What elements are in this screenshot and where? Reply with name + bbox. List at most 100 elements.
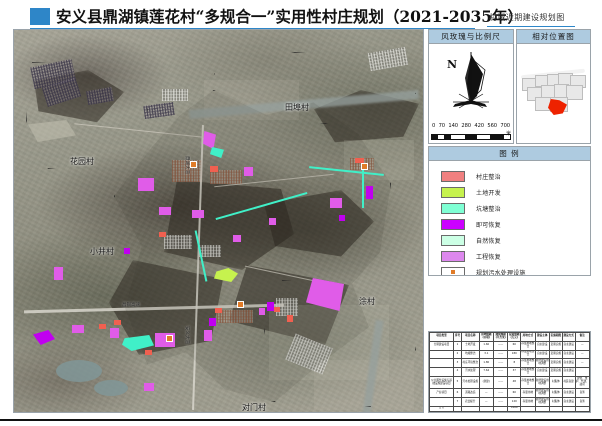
village-improvement-polygon[interactable]: [159, 232, 166, 237]
village-improvement-polygon[interactable]: [215, 308, 222, 313]
table-cell: 合计: [429, 405, 454, 413]
village-improvement-polygon[interactable]: [355, 158, 364, 163]
table-row: 产业项目 6 道路改造 — —— 60 存量用地 新增建设用地调整 村集体 自主建设 自筹: [429, 388, 591, 399]
restoration-polygon[interactable]: [209, 318, 216, 326]
table-header-cell: 建筑规模(平方米): [492, 332, 509, 342]
village-improvement-polygon[interactable]: [287, 315, 293, 322]
legend-item-label: 工程恢复: [476, 253, 501, 261]
table-cell: [429, 367, 454, 377]
windrose-scale-card: 风玫瑰与比例尺 N 0 70 140 280 420: [428, 29, 514, 144]
table-cell: 建管、维护、代建、政府: [574, 375, 591, 390]
restoration-polygon[interactable]: [124, 248, 130, 254]
map-label-huayuancun: 花园村: [70, 157, 94, 166]
table-cell: [461, 405, 480, 413]
table-cell: 村集体: [548, 397, 563, 407]
table-cell: 3: [453, 358, 462, 369]
village-cluster: [199, 245, 221, 257]
legend-swatch: [441, 250, 465, 262]
legend-swatch: [441, 186, 465, 198]
table-cell: 自主建设: [561, 358, 576, 369]
legend-item-village-improvement[interactable]: 村庄整治: [441, 168, 590, 184]
table-cell: 污水处理: [461, 367, 480, 377]
legend-item-immediate-restoration[interactable]: 即可恢复: [441, 216, 590, 232]
village-improvement-polygon[interactable]: [99, 324, 106, 329]
legend-item-label: 规划污水处理设施: [476, 269, 526, 276]
restoration-polygon[interactable]: [203, 131, 216, 149]
legend-card: 图 例 村庄整治 土地开发 坑塘整治 即可恢复: [428, 146, 591, 276]
sewage-facility-marker[interactable]: [361, 163, 368, 170]
table-cell: ——: [492, 358, 509, 369]
legend-item-land-development[interactable]: 土地开发: [441, 184, 590, 200]
table-cell: 存量用地整合: [520, 358, 536, 369]
table-cell: 自主建设: [534, 367, 550, 377]
legend-swatch: [441, 170, 465, 182]
table-cell: [429, 397, 454, 407]
land-development-polygon[interactable]: [214, 268, 238, 282]
table-cell: —: [478, 388, 494, 399]
table-cell: 60: [507, 340, 522, 351]
restoration-polygon[interactable]: [244, 167, 253, 176]
legend-item-engineering-restoration[interactable]: 工程恢复: [441, 248, 590, 264]
restoration-polygon[interactable]: [269, 218, 276, 225]
restoration-polygon[interactable]: [259, 308, 265, 315]
restoration-polygon[interactable]: [159, 207, 171, 215]
scale-tick: 280: [461, 123, 471, 129]
restoration-polygon[interactable]: [233, 235, 241, 242]
restoration-polygon[interactable]: [144, 383, 154, 391]
locator-card-title: 相对位置图: [517, 30, 590, 44]
map-panel[interactable]: 田埠村 花园村 小井村 涂村 对门村 昌铜高速 安义大道 鼎湖大道: [13, 29, 424, 413]
legend-item-natural-restoration[interactable]: 自然恢复: [441, 232, 590, 248]
legend-item-label: 坑塘整治: [476, 205, 501, 213]
locator-highlight-village[interactable]: [548, 99, 567, 115]
table-cell: 村民自建: [561, 375, 576, 390]
sewage-facility-marker[interactable]: [166, 335, 173, 342]
legend-swatch: [441, 218, 465, 230]
village-improvement-polygon[interactable]: [114, 320, 121, 325]
legend-item-sewage-facility[interactable]: 规划污水处理设施: [441, 264, 590, 275]
table-cell: 1888: [507, 405, 522, 413]
table-cell: 7: [453, 397, 462, 407]
pond-improvement-polygon[interactable]: [210, 147, 224, 158]
restoration-polygon[interactable]: [54, 267, 63, 280]
restoration-polygon[interactable]: [267, 302, 274, 311]
table-cell: 1.80: [478, 358, 494, 369]
table-cell: [548, 405, 563, 413]
sewage-facility-marker[interactable]: [237, 301, 244, 308]
village-improvement-polygon[interactable]: [210, 166, 218, 172]
sewage-facility-marker[interactable]: [190, 161, 197, 168]
table-cell: 自主建设: [534, 340, 550, 351]
village-improvement-polygon[interactable]: [145, 350, 152, 355]
table-cell: ——: [492, 340, 509, 351]
table-header-row: 项目类型 序号 项目名称 用地规模(公顷) 建筑规模(平方米) 投资规模(万元) 用地方式建…: [429, 332, 591, 342]
sewage-facility-icon: [450, 269, 456, 275]
table-cell: 3.1: [478, 349, 494, 360]
pond-improvement-polygon[interactable]: [122, 335, 154, 351]
restoration-polygon[interactable]: [204, 330, 212, 341]
legend-item-pond-improvement[interactable]: 坑塘整治: [441, 200, 590, 216]
scale-tick: 560: [487, 123, 497, 129]
restoration-polygon[interactable]: [192, 210, 204, 218]
table-cell: [478, 405, 494, 413]
legend-item-label: 土地开发: [476, 189, 501, 197]
restoration-polygon[interactable]: [110, 328, 119, 338]
restoration-polygon[interactable]: [339, 215, 345, 221]
scale-tick: 140: [448, 123, 458, 129]
table-cell: 农田提升: [461, 397, 480, 407]
locator-card-body[interactable]: [517, 44, 590, 143]
map-canvas[interactable]: 田埠村 花园村 小井村 涂村 对门村 昌铜高速 安义大道 鼎湖大道: [14, 30, 423, 412]
legend-list: 村庄整治 土地开发 坑塘整治 即可恢复 自然恢复: [429, 161, 590, 275]
restoration-polygon[interactable]: [366, 186, 373, 199]
village-cluster: [164, 235, 192, 249]
restoration-polygon[interactable]: [138, 178, 154, 191]
restoration-polygon[interactable]: [33, 330, 55, 345]
title-bar: 安义县鼎湖镇莲花村“多规合一”实用性村庄规划（2021-2035年） 村域近期建…: [0, 6, 602, 30]
legend-card-body: 村庄整治 土地开发 坑塘整治 即可恢复 自然恢复: [429, 161, 590, 275]
restoration-polygon[interactable]: [330, 198, 342, 208]
road-label-anyi-avenue: 安义大道: [184, 326, 189, 344]
village-improvement-polygon[interactable]: [274, 307, 280, 312]
table-cell: [429, 358, 454, 369]
subtitle-underline: [487, 26, 575, 27]
project-table-card[interactable]: 项目类型 序号 项目名称 用地规模(公顷) 建筑规模(平方米) 投资规模(万元) 用地方式建…: [428, 331, 591, 413]
restoration-polygon[interactable]: [72, 325, 84, 333]
